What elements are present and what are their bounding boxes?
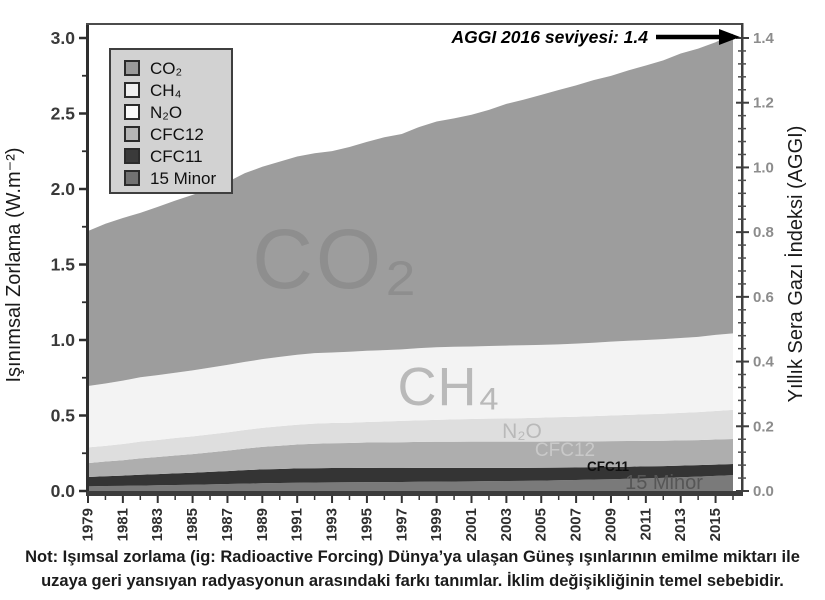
- left-tick-label: 2.0: [51, 179, 76, 199]
- tick-labels-group: 0.0 0.5 1.0 1.5 2.0 2.5 3.0 0.0 0.2 0.4 0.6 0.8 1.0 1…: [51, 28, 775, 541]
- x-tick-label: 2013: [672, 508, 689, 541]
- band-label-CFC12: CFC12: [535, 440, 595, 461]
- right-axis-title: Yıllık Sera Gazı İndeksi (AGGI): [784, 126, 807, 403]
- right-tick-label: 0.6: [753, 289, 774, 306]
- x-tick-label: 1987: [219, 508, 236, 541]
- right-tick-label: 1.2: [753, 95, 774, 112]
- legend-swatch-icon: [124, 126, 140, 142]
- band-CFC11: [88, 463, 733, 487]
- annotation-text: AGGI 2016 seviyesi: 1.4: [450, 27, 648, 47]
- x-tick-label: 2001: [463, 508, 480, 541]
- band-label-CH₄: CH₄: [397, 357, 500, 417]
- x-tick-label: 1981: [114, 508, 131, 541]
- x-tick-label: 2005: [533, 508, 550, 541]
- x-tick-label: 2009: [602, 508, 619, 541]
- right-tick-label: 1.4: [753, 30, 775, 47]
- legend-swatch-icon: [124, 170, 140, 186]
- band-N₂O: [88, 409, 733, 464]
- legend-swatch-icon: [124, 60, 140, 76]
- right-tick-label: 1.0: [753, 159, 774, 176]
- x-tick-label: 2003: [498, 508, 515, 541]
- x-tick-label: 2011: [637, 508, 654, 541]
- legend-label: CFC12: [150, 124, 204, 144]
- legend-item-CFC11: CFC11: [124, 145, 231, 167]
- x-tick-label: 1999: [428, 508, 445, 541]
- legend-item-CFC12: CFC12: [124, 123, 231, 145]
- x-tick-label: 2015: [707, 508, 724, 541]
- legend-swatch-icon: [124, 82, 140, 98]
- note: Not: Işımsal zorlama (ig: Radioactive Fo…: [0, 545, 825, 593]
- axes-group: [79, 23, 749, 503]
- right-tick-label: 0.8: [753, 224, 774, 241]
- legend-label: CO₂: [150, 58, 183, 78]
- top-spine: [86, 23, 743, 25]
- x-tick-label: 2007: [568, 508, 585, 541]
- note-line-2: uzaya geri yansıyan radyasyonun arasında…: [41, 572, 784, 590]
- legend-item-15 Minor: 15 Minor: [124, 167, 231, 189]
- left-tick-label: 3.0: [51, 28, 76, 48]
- legend-swatch-icon: [124, 148, 140, 164]
- band-CO₂: [88, 33, 733, 387]
- x-tick-label: 1993: [324, 508, 341, 541]
- note-line-1: Not: Işımsal zorlama (ig: Radioactive Fo…: [25, 548, 800, 566]
- x-tick-label: 1979: [80, 508, 97, 541]
- band-label-N₂O: N₂O: [502, 420, 542, 443]
- left-tick-label: 0.0: [51, 481, 76, 501]
- left-spine: [86, 23, 89, 491]
- band-CFC12: [88, 439, 733, 477]
- band-label-CFC11: CFC11: [587, 459, 630, 474]
- annotation-arrow-icon: [656, 29, 740, 45]
- x-tick-label: 1997: [393, 508, 410, 541]
- legend-label: 15 Minor: [150, 168, 217, 188]
- band-label-15 Minor: 15 Minor: [625, 472, 703, 494]
- legend-item-CO₂: CO₂: [124, 57, 231, 79]
- bottom-spine: [86, 491, 743, 496]
- legend-swatch-icon: [124, 104, 140, 120]
- legend-item-CH₄: CH₄: [124, 79, 231, 101]
- x-tick-label: 1995: [358, 508, 375, 541]
- x-tick-label: 1985: [184, 508, 201, 541]
- legend-item-N₂O: N₂O: [124, 101, 231, 123]
- left-tick-label: 0.5: [51, 406, 76, 426]
- legend-label: CFC11: [150, 146, 203, 166]
- x-tick-label: 1989: [254, 508, 271, 541]
- band-15 Minor: [88, 475, 733, 491]
- left-tick-label: 2.5: [51, 104, 76, 124]
- band-CH₄: [88, 333, 733, 448]
- left-tick-label: 1.5: [51, 255, 76, 275]
- bands-group: [88, 33, 733, 491]
- band-label-CO₂: CO₂: [252, 212, 420, 306]
- legend-label: N₂O: [150, 102, 183, 122]
- right-tick-label: 0.2: [753, 418, 774, 435]
- left-axis-title: Işınımsal Zorlama (W.m⁻²): [3, 147, 25, 382]
- x-tick-label: 1983: [149, 508, 166, 541]
- right-tick-label: 0.4: [753, 354, 775, 371]
- right-spine: [741, 23, 744, 491]
- x-tick-label: 1991: [289, 508, 306, 541]
- legend-label: CH₄: [150, 80, 182, 100]
- right-tick-label: 0.0: [753, 483, 774, 500]
- left-tick-label: 1.0: [51, 330, 76, 350]
- legend-box: CO₂ CH₄ N₂O CFC12 CFC11 15 Minor: [109, 48, 233, 194]
